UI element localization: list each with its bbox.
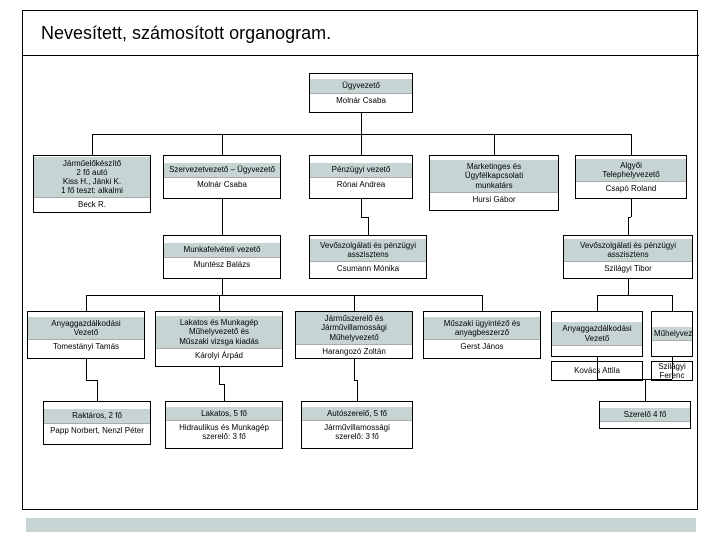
org-node-r4c4: Műszaki ügyintéző ésanyagbeszerzőGerst J…: [423, 311, 541, 359]
org-node-r5c2: Lakatos, 5 főHidraulikus és Munkagépszer…: [165, 401, 283, 449]
footer-accent-bar: [26, 518, 696, 532]
org-node-body: Járművillamosságiszerelő: 3 fő: [302, 421, 412, 443]
org-node-title: AnyaggazdálkodásiVezető: [28, 317, 144, 340]
org-node-body: Tomestányi Tamás: [28, 340, 144, 353]
org-node-title: Vevőszolgálati és pénzügyiasszisztens: [310, 239, 426, 262]
org-node-title: Lakatos, 5 fő: [166, 407, 282, 421]
org-node-r3c2: Munkafelvételi vezetőMuntész Balázs: [163, 235, 281, 279]
org-node-title: Munkafelvételi vezető: [164, 243, 280, 257]
org-node-ceo: ÜgyvezetőMolnár Csaba: [309, 73, 413, 113]
org-node-body: Hursi Gábor: [430, 193, 558, 206]
org-node-title: Vevőszolgálati és pénzügyiasszisztens: [564, 239, 692, 262]
org-node-r4c5b: Műhelyvezető: [651, 311, 693, 357]
org-node-r2c4: Marketinges ésÜgyfélkapcsolatimunkatársH…: [429, 155, 559, 211]
org-node-title: Autószerelő, 5 fő: [302, 407, 412, 421]
org-node-body: Hidraulikus és Munkagépszerelő: 3 fő: [166, 421, 282, 443]
org-node-body: Molnár Csaba: [164, 178, 280, 191]
org-node-body: Csapó Roland: [576, 182, 686, 195]
org-node-title: Lakatos és MunkagépMűhelyvezető ésMűszak…: [156, 316, 282, 349]
org-node-body: Beck R.: [34, 198, 150, 211]
org-node-r2c3: Pénzügyi vezetőRónai Andrea: [309, 155, 413, 199]
org-node-body: Gerst János: [424, 340, 540, 353]
org-node-title: Ügyvezető: [310, 79, 412, 93]
org-node-r4c5a: AnyaggazdálkodásiVezető: [551, 311, 643, 357]
title-underline: [23, 55, 699, 56]
org-node-r4c1: AnyaggazdálkodásiVezetőTomestányi Tamás: [27, 311, 145, 359]
org-node-body: Muntész Balázs: [164, 258, 280, 271]
org-node-title: Marketinges ésÜgyfélkapcsolatimunkatárs: [430, 160, 558, 193]
org-node-title: Szervezetvezető – Ügyvezető: [164, 163, 280, 177]
org-node-body: Szilágyi Tibor: [564, 262, 692, 275]
org-node-body: Csumann Mónika: [310, 262, 426, 275]
org-node-body: Harangozó Zoltán: [296, 345, 412, 358]
org-node-r2c1: Járműelőkészítő2 fő autóKiss H., Jánki K…: [33, 155, 151, 213]
org-node-title: Pénzügyi vezető: [310, 163, 412, 177]
org-node-title: Szerelő 4 fő: [600, 408, 690, 422]
org-node-r5c3: Autószerelő, 5 főJárművillamosságiszerel…: [301, 401, 413, 449]
org-node-title: Műhelyvezető: [652, 327, 692, 341]
org-node-r2c2: Szervezetvezető – ÜgyvezetőMolnár Csaba: [163, 155, 281, 199]
org-node-body: Károlyi Árpád: [156, 349, 282, 362]
org-node-r3c3: Vevőszolgálati és pénzügyiasszisztensCsu…: [309, 235, 427, 279]
org-node-r5c5: Szerelő 4 fő: [599, 401, 691, 429]
org-chart: ÜgyvezetőMolnár CsabaJárműelőkészítő2 fő…: [23, 65, 699, 495]
org-node-title: Raktáros, 2 fő: [44, 409, 150, 423]
org-node-r5c1: Raktáros, 2 főPapp Norbert, Nenzl Péter: [43, 401, 151, 445]
org-node-title: Járműelőkészítő2 fő autóKiss H., Jánki K…: [34, 157, 150, 199]
org-node-body: Papp Norbert, Nenzl Péter: [44, 424, 150, 437]
slide-title: Nevesített, számosított organogram.: [41, 23, 331, 44]
org-node-r2c5: AlgyőiTelephelyvezetőCsapó Roland: [575, 155, 687, 199]
org-node-r4c2: Lakatos és MunkagépMűhelyvezető ésMűszak…: [155, 311, 283, 367]
org-node-r4c3: Járműszerelő ésJárművillamosságiMűhelyve…: [295, 311, 413, 359]
org-node-body: Molnár Csaba: [310, 94, 412, 107]
org-node-body: Rónai Andrea: [310, 178, 412, 191]
org-node-r3c5: Vevőszolgálati és pénzügyiasszisztensSzi…: [563, 235, 693, 279]
org-node-title: AlgyőiTelephelyvezető: [576, 159, 686, 182]
org-node-title: AnyaggazdálkodásiVezető: [552, 322, 642, 345]
org-node-title: Műszaki ügyintéző ésanyagbeszerző: [424, 317, 540, 340]
org-node-title: Járműszerelő ésJárművillamosságiMűhelyve…: [296, 312, 412, 345]
